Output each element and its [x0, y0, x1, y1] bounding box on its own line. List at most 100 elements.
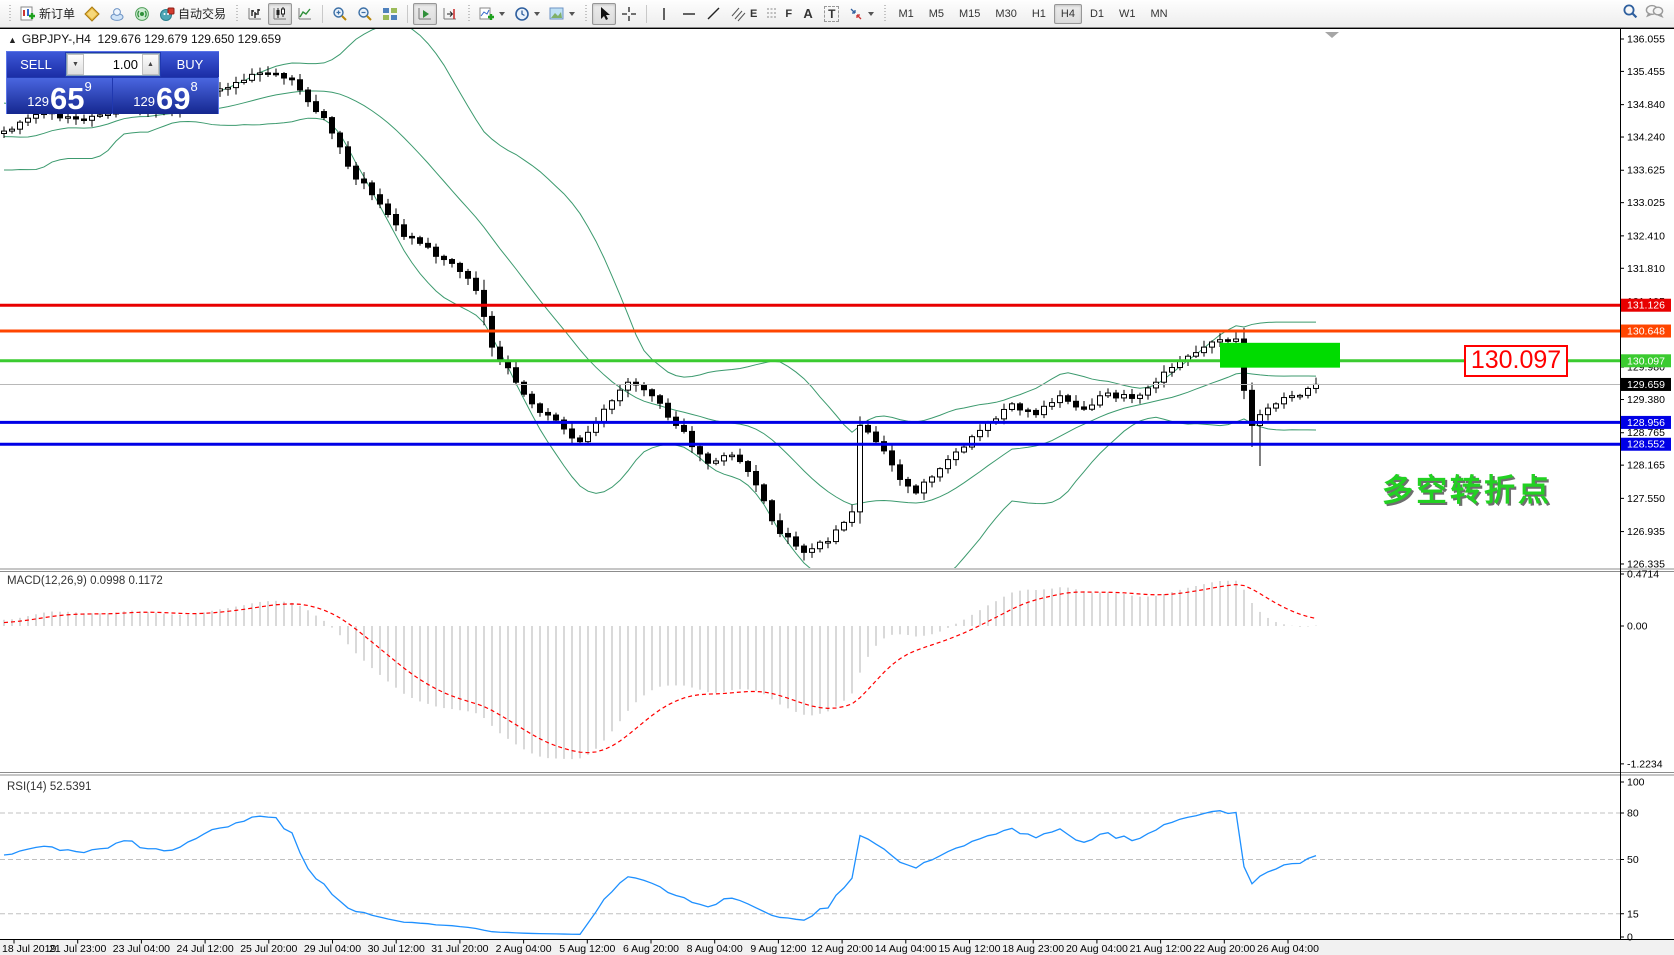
timeframe-m5[interactable]: M5: [928, 7, 945, 20]
macd-axis: 0.4714 0.00 -1.2234: [1620, 569, 1663, 770]
hosting-button[interactable]: [105, 3, 129, 25]
horizontal-line-button[interactable]: [677, 3, 701, 25]
indicators-button[interactable]: [475, 3, 509, 25]
svg-text:29 Jul 04:00: 29 Jul 04:00: [304, 943, 361, 955]
candlestick-button[interactable]: [268, 2, 293, 25]
svg-text:136.055: 136.055: [1627, 34, 1665, 46]
svg-text:135.455: 135.455: [1627, 66, 1665, 78]
svg-text:50: 50: [1627, 854, 1639, 866]
crosshair-button[interactable]: [617, 3, 641, 25]
toolbar-grip: [583, 4, 589, 23]
svg-text:134.240: 134.240: [1627, 132, 1665, 144]
svg-text:0.4714: 0.4714: [1627, 569, 1659, 581]
templates-button[interactable]: [545, 3, 579, 25]
candles-layer: [1, 66, 1319, 561]
equidistant-channel-button[interactable]: E: [727, 3, 761, 25]
buy-price-display[interactable]: 129 69 8: [113, 78, 218, 114]
timeframe-h1[interactable]: H1: [1031, 7, 1046, 20]
timeframe-m1[interactable]: M1: [898, 7, 914, 20]
signals-icon: [135, 6, 149, 21]
timeframe-m15[interactable]: M15: [959, 7, 981, 20]
svg-text:20 Aug 04:00: 20 Aug 04:00: [1066, 943, 1128, 955]
hosting-icon: [110, 7, 124, 21]
price-callout-box[interactable]: 130.097: [1464, 345, 1568, 377]
arrows-button[interactable]: [844, 3, 878, 25]
volume-up-button[interactable]: ▲: [142, 54, 159, 75]
timeframe-w1[interactable]: W1: [1119, 7, 1136, 20]
chart-canvas[interactable]: 136.055 135.455 134.840 134.240 133.625 133.0…: [0, 28, 1674, 955]
svg-text:128.165: 128.165: [1627, 460, 1665, 472]
svg-text:26 Aug 04:00: 26 Aug 04:00: [1257, 943, 1319, 955]
volume-input[interactable]: [84, 54, 142, 75]
one-click-trading-panel: SELL ▼ ▲ BUY 129 65 9 129 69 8: [6, 51, 219, 114]
svg-text:130.648: 130.648: [1627, 326, 1665, 338]
toolbar-grip: [7, 4, 12, 23]
timeframe-mn[interactable]: MN: [1150, 7, 1168, 20]
buy-button[interactable]: BUY: [161, 52, 219, 77]
zoom-out-button[interactable]: [353, 3, 377, 25]
timeframe-d1[interactable]: D1: [1089, 7, 1105, 20]
search-icon[interactable]: [1622, 3, 1639, 25]
panel-collapse-icon[interactable]: ▲: [8, 35, 17, 45]
tile-windows-button[interactable]: [378, 3, 402, 25]
cursor-button[interactable]: [592, 2, 617, 25]
svg-text:-1.2234: -1.2234: [1627, 758, 1663, 770]
signals-button[interactable]: [130, 3, 154, 25]
toolbar-grip: [234, 4, 240, 23]
sell-button[interactable]: SELL: [7, 52, 65, 77]
svg-text:129.380: 129.380: [1627, 394, 1665, 406]
scroll-marker-icon: [1325, 32, 1339, 38]
svg-text:23 Jul 04:00: 23 Jul 04:00: [113, 943, 170, 955]
timeframe-h4[interactable]: H4: [1053, 3, 1082, 24]
channel-letter: E: [750, 7, 758, 20]
horizontal-levels[interactable]: [0, 303, 1620, 446]
timeframe-m30[interactable]: M30: [995, 7, 1017, 20]
toolbar-grip: [882, 4, 888, 23]
toolbar-grip: [466, 4, 472, 23]
fibo-letter: F: [785, 7, 793, 20]
toolbar: 新订单 自动交易: [0, 0, 1674, 28]
text-label-button[interactable]: T: [820, 3, 843, 25]
periods-button[interactable]: [510, 3, 544, 25]
svg-text:31 Jul 20:00: 31 Jul 20:00: [431, 943, 488, 955]
text-letter: A: [803, 6, 813, 21]
macd-pane: [3, 580, 1317, 760]
toolbar-separator: [646, 4, 648, 23]
dropdown-caret: [569, 11, 576, 16]
chinese-annotation[interactable]: 多空转折点: [1382, 473, 1552, 508]
highlight-rectangle[interactable]: [1220, 342, 1340, 368]
svg-text:132.410: 132.410: [1627, 230, 1665, 242]
chart-window: 136.055 135.455 134.840 134.240 133.625 133.0…: [0, 28, 1674, 955]
chat-icon[interactable]: [1645, 3, 1664, 24]
svg-text:129.659: 129.659: [1627, 379, 1665, 391]
svg-text:14 Aug 04:00: 14 Aug 04:00: [875, 943, 937, 955]
svg-text:6 Aug 20:00: 6 Aug 20:00: [623, 943, 679, 955]
new-order-button[interactable]: 新订单: [16, 3, 79, 25]
metaeditor-button[interactable]: [80, 3, 104, 25]
autotrading-button[interactable]: 自动交易: [155, 3, 230, 25]
svg-text:9 Aug 12:00: 9 Aug 12:00: [750, 943, 806, 955]
volume-down-button[interactable]: ▼: [67, 54, 84, 75]
buy-price-pip: 8: [190, 79, 198, 94]
dropdown-caret: [868, 11, 875, 16]
svg-text:133.025: 133.025: [1627, 197, 1665, 209]
sell-price-main: 65: [49, 81, 85, 116]
autoscroll-button[interactable]: [413, 2, 438, 25]
svg-text:5 Aug 12:00: 5 Aug 12:00: [559, 943, 615, 955]
symbol-ohlc-line: ▲ GBPJPY-,H4 129.676 129.679 129.650 129.…: [8, 32, 281, 46]
svg-text:127.550: 127.550: [1627, 493, 1665, 505]
rsi-label: RSI(14) 52.5391: [7, 781, 92, 793]
macd-label: MACD(12,26,9) 0.0998 0.1172: [7, 575, 163, 587]
trendline-button[interactable]: [702, 3, 726, 25]
chart-shift-button[interactable]: [438, 3, 462, 25]
bar-chart-button[interactable]: [243, 3, 267, 25]
svg-text:128.552: 128.552: [1627, 439, 1665, 451]
zoom-in-button[interactable]: [328, 3, 352, 25]
vertical-line-button[interactable]: [652, 3, 676, 25]
fibonacci-button[interactable]: F: [762, 3, 796, 25]
line-chart-button[interactable]: [293, 3, 317, 25]
sell-price-display[interactable]: 129 65 9: [7, 78, 112, 114]
text-button[interactable]: A: [797, 3, 819, 25]
svg-text:21 Aug 12:00: 21 Aug 12:00: [1130, 943, 1192, 955]
